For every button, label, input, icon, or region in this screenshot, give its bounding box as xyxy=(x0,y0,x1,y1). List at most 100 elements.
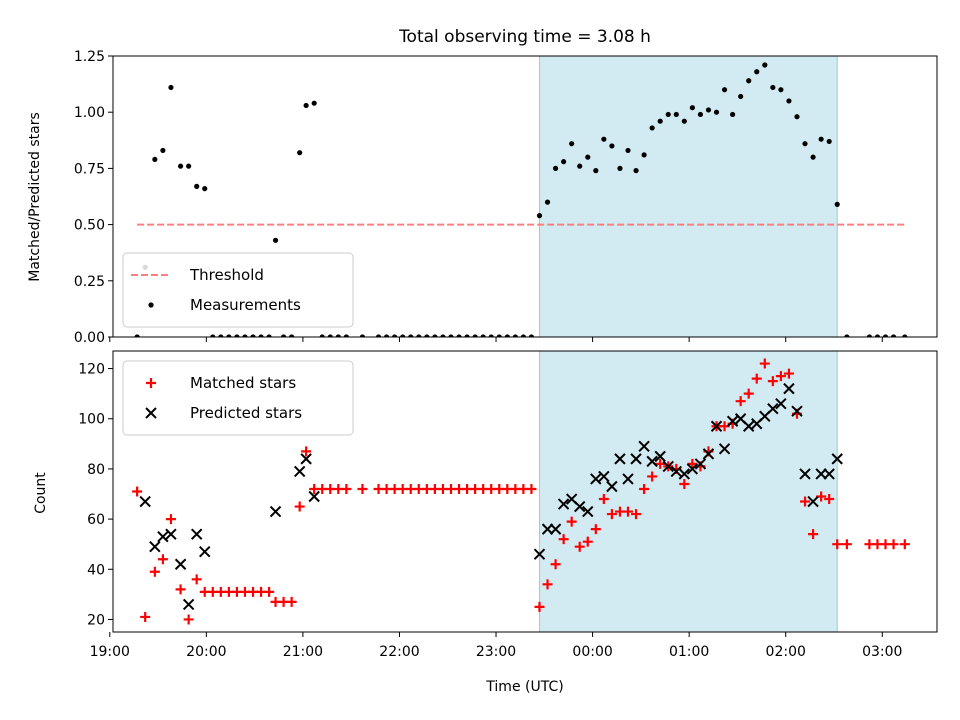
data-point xyxy=(464,334,470,337)
x-tick: 01:00 xyxy=(669,632,709,660)
x-tick: 00:00 xyxy=(572,632,613,660)
x-tick-label: 20:00 xyxy=(186,644,226,660)
data-point xyxy=(186,163,192,169)
legend-swatch xyxy=(145,407,157,419)
data-point xyxy=(647,471,658,482)
data-point xyxy=(226,334,232,337)
data-point xyxy=(654,450,666,463)
data-point xyxy=(687,458,698,469)
y-tick-label: 0.25 xyxy=(74,274,105,290)
data-point xyxy=(416,334,422,337)
observing-window xyxy=(538,55,838,338)
legend-box xyxy=(122,252,354,328)
data-point xyxy=(294,501,305,512)
data-point xyxy=(735,396,746,407)
y-tick: 1.00 xyxy=(74,105,113,121)
data-point xyxy=(152,156,158,163)
data-point xyxy=(646,455,658,468)
y-tick-label: 100 xyxy=(78,412,105,428)
data-point xyxy=(272,237,279,243)
chart-title: Total observing time = 3.08 h xyxy=(398,27,651,47)
data-point xyxy=(593,168,599,174)
data-point xyxy=(673,111,679,118)
legend-box xyxy=(122,360,354,436)
y-tick: 100 xyxy=(78,412,113,428)
data-point xyxy=(210,334,216,337)
data-point xyxy=(149,540,161,553)
data-point xyxy=(678,468,691,480)
x-tick-label: 03:00 xyxy=(862,644,902,660)
y-tick: 1.25 xyxy=(74,49,113,65)
data-point xyxy=(182,598,195,611)
y-tick: 0.50 xyxy=(74,218,113,234)
data-point xyxy=(472,334,478,337)
data-point xyxy=(590,473,602,485)
data-point xyxy=(726,415,739,427)
data-point xyxy=(264,586,275,597)
data-point xyxy=(705,107,712,113)
y-tick-label: 0.75 xyxy=(74,161,105,177)
legend-label: Measurements xyxy=(190,296,301,314)
legend-swatch xyxy=(146,378,156,388)
x-tick: 20:00 xyxy=(186,632,227,660)
y-tick: 60 xyxy=(87,512,113,528)
data-point xyxy=(783,382,795,395)
data-point xyxy=(341,483,352,494)
data-point xyxy=(286,596,297,607)
data-point xyxy=(808,529,819,540)
x-tick-label: 00:00 xyxy=(572,644,612,660)
data-point xyxy=(888,539,899,550)
data-point xyxy=(834,201,840,207)
data-point xyxy=(199,546,211,558)
axes-frame xyxy=(112,55,938,338)
data-point xyxy=(202,186,208,192)
data-point xyxy=(549,523,562,535)
data-point xyxy=(574,541,585,552)
series-matched-stars xyxy=(132,358,910,625)
data-point xyxy=(746,78,752,84)
y-tick-label: 120 xyxy=(78,362,105,378)
y-tick: 0.25 xyxy=(74,274,113,290)
y-tick: 40 xyxy=(87,562,113,578)
data-point xyxy=(902,334,908,337)
data-point xyxy=(791,405,803,417)
data-point xyxy=(641,152,647,158)
data-point xyxy=(794,114,800,120)
data-point xyxy=(598,494,609,505)
data-point xyxy=(335,334,341,337)
data-point xyxy=(319,334,325,337)
legend-label: Threshold xyxy=(189,266,264,284)
bottom-ylabel: Count xyxy=(33,472,49,514)
data-point xyxy=(175,584,186,595)
data-point xyxy=(297,150,303,156)
data-point xyxy=(754,69,760,75)
data-point xyxy=(585,154,591,160)
data-point xyxy=(577,163,583,169)
data-point xyxy=(183,614,194,625)
data-point xyxy=(190,528,203,540)
data-point xyxy=(874,334,881,337)
y-tick-label: 0.00 xyxy=(74,330,105,346)
y-tick: 0.75 xyxy=(74,161,113,177)
bottom-panel: Count Time (UTC) 20 40 60 80 100 120 19:00 20:0… xyxy=(33,350,938,695)
legend: Threshold Measurements xyxy=(122,252,354,328)
data-point xyxy=(375,334,382,337)
data-point xyxy=(311,100,317,106)
data-point xyxy=(694,458,707,470)
data-point xyxy=(598,470,610,483)
data-point xyxy=(759,358,770,369)
data-point xyxy=(775,397,787,410)
data-point xyxy=(832,539,843,550)
data-point xyxy=(242,334,248,337)
data-point xyxy=(582,505,594,518)
data-point xyxy=(157,530,169,543)
x-tick: 02:00 xyxy=(766,632,806,660)
data-point xyxy=(681,118,687,124)
plot-area xyxy=(132,358,910,625)
data-point xyxy=(357,483,368,494)
data-point xyxy=(721,87,728,93)
data-point xyxy=(300,453,312,465)
data-point xyxy=(606,509,617,520)
data-point xyxy=(392,334,398,337)
data-point xyxy=(802,141,808,147)
